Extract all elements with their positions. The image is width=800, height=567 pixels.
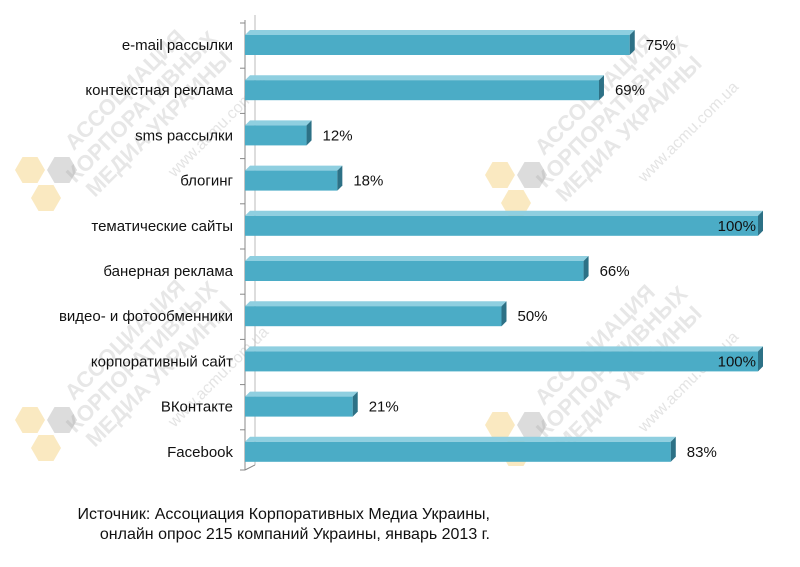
bar-front-face [245, 261, 584, 281]
bar-side-face [598, 75, 604, 101]
bar-side-face [629, 30, 635, 55]
watermark-hexagon [47, 407, 77, 433]
bar [245, 165, 343, 191]
bar-top-face [245, 120, 312, 126]
bar-front-face [245, 125, 307, 146]
value-label: 18% [353, 173, 383, 190]
bar-front-face [245, 170, 338, 191]
bar-front-face [245, 80, 599, 101]
value-label: 100% [718, 218, 756, 235]
bar-top-face [245, 346, 763, 352]
watermark-hexagon [517, 412, 547, 438]
watermark-hexagon [517, 162, 547, 188]
bar-front-face [245, 441, 671, 462]
source-line-1: Источник: Ассоциация Корпоративных Медиа… [77, 506, 490, 523]
bar [245, 256, 589, 281]
value-label: 75% [646, 37, 676, 54]
bar-front-face [245, 396, 353, 417]
bar-top-face [245, 436, 676, 442]
bar-front-face [245, 215, 758, 236]
value-label: 83% [687, 444, 717, 461]
bar-front-face [245, 35, 630, 55]
category-label: тематические сайты [91, 218, 233, 235]
bar-side-face [306, 120, 312, 146]
category-label: sms рассылки [135, 127, 233, 144]
bar-side-face [670, 436, 676, 462]
watermark-hexagon [31, 185, 61, 211]
category-label: контекстная реклама [85, 82, 233, 99]
watermark-hexagon [31, 435, 61, 461]
bar [245, 120, 312, 146]
bar [245, 391, 358, 417]
bar-top-face [245, 75, 604, 81]
bar-top-face [245, 301, 507, 307]
category-label: ВКонтакте [161, 399, 233, 416]
watermark-hexagon [485, 162, 515, 188]
bar-side-face [758, 346, 763, 372]
watermark-hexagon [485, 412, 515, 438]
watermark-text: КОРПОРАТИВНЫХ [531, 31, 692, 192]
category-label: банерная реклама [103, 263, 233, 280]
bar-top-face [245, 391, 358, 397]
watermark-hexagon [47, 157, 77, 183]
bar [245, 301, 507, 327]
bar [245, 346, 763, 372]
bar-front-face [245, 306, 502, 327]
bar-top-face [245, 256, 589, 261]
source-line-2: онлайн опрос 215 компаний Украины, январ… [99, 526, 490, 543]
value-label: 50% [518, 308, 548, 325]
category-label: Facebook [167, 444, 233, 461]
value-label: 69% [615, 82, 645, 99]
source-note: Источник: Ассоциация Корпоративных Медиа… [0, 505, 490, 545]
bar-side-face [337, 165, 343, 191]
chart-labels: e-mail рассылки 75% контекстная реклама 69%… [59, 37, 756, 461]
axis-floor-edge [244, 464, 256, 471]
watermark-hexagon [15, 407, 45, 433]
value-label: 66% [600, 263, 630, 280]
category-label: блогинг [180, 173, 233, 190]
watermark-hexagon [15, 157, 45, 183]
bar [245, 75, 604, 101]
bar-side-face [758, 210, 763, 236]
bar-top-face [245, 30, 635, 35]
watermark-hexagon [501, 190, 531, 216]
bar-top-face [245, 165, 343, 171]
bar [245, 30, 635, 55]
category-label: e-mail рассылки [122, 37, 233, 54]
value-label: 100% [718, 353, 756, 370]
chart-bars [245, 30, 763, 462]
bar-side-face [352, 391, 358, 417]
bar-front-face [245, 351, 758, 372]
bar [245, 436, 676, 462]
bar-side-face [501, 301, 507, 327]
value-label: 21% [369, 399, 399, 416]
value-label: 12% [323, 127, 353, 144]
category-label: видео- и фотообменники [59, 308, 233, 325]
category-label: корпоративный сайт [91, 353, 233, 370]
bar-side-face [583, 256, 589, 281]
bar [245, 210, 763, 236]
bar-top-face [245, 210, 763, 216]
